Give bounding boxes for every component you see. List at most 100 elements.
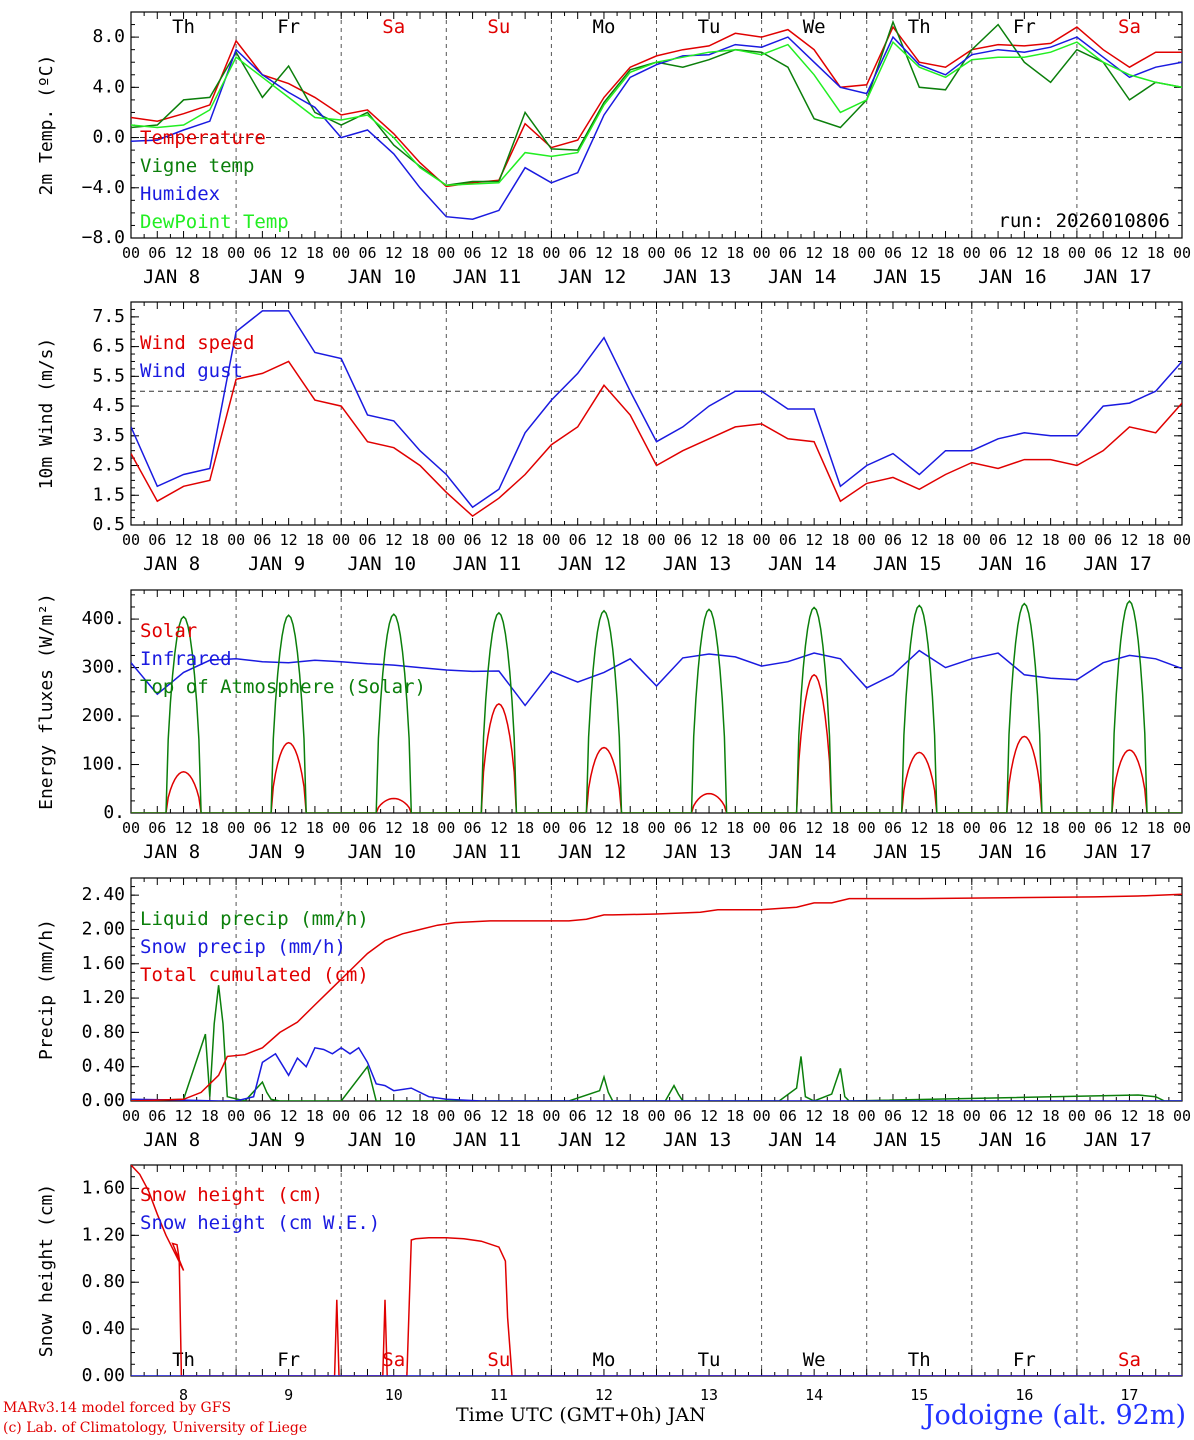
precip-hour-label: 12 [175,1107,193,1125]
temperature-hour-label: 18 [831,244,849,262]
energy-hour-label: 06 [779,819,797,837]
temperature-hour-label: 18 [621,244,639,262]
precip-y-tick-label: 1.20 [82,987,125,1008]
snow-y-axis-label: Snow height (cm) [36,1184,57,1357]
temperature-hour-label: 18 [201,244,219,262]
precip-hour-label: 18 [831,1107,849,1125]
temperature-hour-label: 12 [175,244,193,262]
panel-energy: 0. 100. 200. 300. 400. Energy fluxes (W/m²) 00… [36,589,1191,863]
energy-date-label: JAN 10 [347,841,416,863]
energy-hour-label: 18 [621,819,639,837]
energy-y-axis-label: Energy fluxes (W/m²) [36,593,57,810]
energy-hour-label: 18 [1042,819,1060,837]
energy-hour-label: 06 [358,819,376,837]
weekday-label: Tu [698,16,721,38]
precip-hour-label: 18 [516,1107,534,1125]
energy-hour-label: 00 [542,819,560,837]
wind-hour-label: 12 [280,531,298,549]
wind-y-axis-label: 10m Wind (m/s) [36,338,57,490]
energy-hour-label: 18 [201,819,219,837]
precip-legend-0: Liquid precip (mm/h) [140,908,369,930]
energy-date-label: JAN 17 [1083,841,1152,863]
precip-hour-label: 06 [253,1107,271,1125]
wind-hour-label: 00 [647,531,665,549]
energy-date-label: JAN 13 [663,841,732,863]
wind-date-label: JAN 11 [453,553,522,575]
precip-y-tick-label: 0.40 [82,1056,125,1077]
energy-hour-label: 12 [595,819,613,837]
energy-hour-label: 00 [858,819,876,837]
wind-hour-label: 00 [542,531,560,549]
precip-hour-label: 00 [858,1107,876,1125]
precip-date-label: JAN 8 [143,1129,200,1151]
temperature-y-tick-label: 8.0 [92,26,125,47]
precip-legend-2: Total cumulated (cm) [140,964,369,986]
energy-hour-label: 00 [332,819,350,837]
weekday-label-bottom: Fr [1013,1349,1036,1371]
panel-precip: 0.00 0.40 0.80 1.20 1.60 2.00 2.40 Precip (mm/h… [36,877,1191,1151]
panel-wind: 0.5 1.5 2.5 3.5 4.5 5.5 6.5 7.5 10m Wind (m/s) 00… [36,301,1191,575]
wind-date-label: JAN 15 [873,553,942,575]
energy-legend-2: Top of Atmosphere (Solar) [140,676,426,698]
wind-date-label: JAN 13 [663,553,732,575]
energy-hour-label: 18 [516,819,534,837]
weekday-label-bottom: Sa [382,1349,405,1371]
temperature-hour-label: 18 [411,244,429,262]
snow-day-number: 12 [595,1386,613,1404]
precip-date-label: JAN 13 [663,1129,732,1151]
precip-hour-label: 06 [989,1107,1007,1125]
temperature-y-tick-label: −4.0 [82,177,125,198]
temperature-hour-label: 12 [280,244,298,262]
temperature-y-tick-label: 0.0 [92,127,125,148]
temperature-hour-label: 12 [490,244,508,262]
energy-hour-label: 12 [1015,819,1033,837]
temperature-hour-label: 12 [805,244,823,262]
energy-hour-label: 06 [989,819,1007,837]
wind-legend-0: Wind speed [140,332,254,354]
weekday-label-bottom: We [803,1349,826,1371]
lab-credit: (c) Lab. of Climatology, University of L… [3,1420,308,1436]
energy-hour-label: 06 [253,819,271,837]
temperature-hour-label: 00 [753,244,771,262]
snow-y-tick-label: 0.80 [82,1271,125,1292]
precip-date-label: JAN 10 [347,1129,416,1151]
temperature-hour-label: 00 [227,244,245,262]
precip-y-axis-label: Precip (mm/h) [36,919,57,1060]
weekday-label: Sa [382,16,405,38]
precip-hour-label: 18 [726,1107,744,1125]
wind-date-label: JAN 14 [768,553,837,575]
wind-hour-label: 18 [936,531,954,549]
temperature-hour-label: 12 [1120,244,1138,262]
precip-hour-label: 18 [1042,1107,1060,1125]
snow-y-tick-label: 0.00 [82,1365,125,1386]
temperature-hour-label: 12 [910,244,928,262]
energy-date-label: JAN 8 [143,841,200,863]
precip-hour-label: 06 [358,1107,376,1125]
precip-y-tick-label: 2.40 [82,884,125,905]
precip-hour-label: 12 [595,1107,613,1125]
precip-date-label: JAN 9 [248,1129,305,1151]
temperature-hour-label: 06 [464,244,482,262]
temperature-date-label: JAN 15 [873,266,942,288]
wind-hour-label: 06 [779,531,797,549]
wind-hour-label: 06 [884,531,902,549]
wind-y-tick-label: 3.5 [92,425,125,446]
precip-hour-label: 12 [805,1107,823,1125]
precip-y-tick-label: 2.00 [82,918,125,939]
energy-hour-label: 12 [490,819,508,837]
wind-y-tick-label: 2.5 [92,455,125,476]
weekday-label: Sa [1118,16,1141,38]
wind-hour-label: 12 [385,531,403,549]
temperature-date-label: JAN 16 [978,266,1047,288]
precip-hour-label: 12 [910,1107,928,1125]
precip-hour-label: 18 [936,1107,954,1125]
energy-date-label: JAN 16 [978,841,1047,863]
temperature-legend-2: Humidex [140,183,220,205]
weekday-label-bottom: Th [908,1349,931,1371]
energy-hour-label: 06 [148,819,166,837]
energy-hour-label: 12 [385,819,403,837]
weekday-label-bottom: Mo [593,1349,616,1371]
precip-hour-label: 12 [700,1107,718,1125]
wind-hour-label: 00 [1173,531,1191,549]
wind-y-tick-label: 7.5 [92,306,125,327]
